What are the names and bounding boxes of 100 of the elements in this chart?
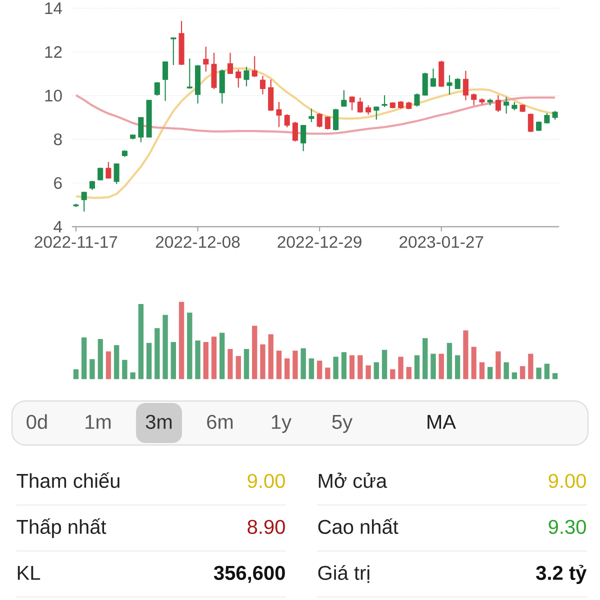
bar [195, 340, 200, 380]
bar [325, 368, 330, 380]
bar [236, 356, 241, 380]
bar [479, 362, 485, 380]
bar [162, 314, 168, 380]
bar [73, 369, 79, 380]
bar [406, 366, 412, 380]
candlestick [268, 78, 274, 112]
bar [90, 359, 95, 380]
bar [316, 360, 322, 380]
bar [276, 350, 282, 380]
text: 5y [332, 415, 353, 433]
text: 1m [86, 415, 111, 429]
bar [122, 360, 128, 380]
candlestick [414, 92, 420, 108]
bar [292, 350, 298, 380]
candlestick [236, 68, 242, 88]
bar [260, 344, 266, 380]
bar [244, 349, 250, 380]
bar [211, 336, 217, 380]
y-tick-label: 6 [54, 177, 62, 189]
bar [366, 365, 371, 380]
text: 9.30 [548, 520, 586, 534]
text: Thấp nhất [16, 518, 106, 538]
candlestick [382, 94, 388, 108]
bar [349, 355, 355, 380]
bar [138, 304, 144, 380]
bar [220, 332, 225, 380]
candlestick [81, 191, 87, 212]
bar [98, 338, 103, 380]
candlestick [446, 74, 452, 96]
bar [520, 366, 526, 380]
bar [341, 352, 347, 380]
bar [455, 355, 460, 380]
candlestick [316, 112, 322, 128]
bar [496, 351, 501, 380]
candlestick [495, 94, 501, 113]
text: 0d [26, 414, 47, 429]
bar [414, 355, 420, 380]
candlestick [98, 167, 104, 181]
candlestick [324, 116, 330, 130]
candlestick [284, 114, 290, 128]
y-tick-label: 4 [54, 220, 62, 232]
bar [300, 348, 306, 380]
candlestick [244, 66, 250, 87]
y-tick-label: 14 [45, 2, 62, 14]
bar [398, 356, 404, 380]
candlestick [276, 101, 282, 128]
bar [114, 345, 120, 380]
bar [203, 342, 208, 380]
text: MA [428, 415, 456, 429]
text: 1y [272, 415, 292, 433]
bar [333, 356, 338, 380]
candlestick [341, 90, 347, 108]
candlestick [211, 52, 217, 90]
text: 8.90 [248, 520, 285, 534]
candlestick [162, 60, 168, 102]
x-tick-label: 2022-11-17 [34, 236, 118, 248]
bar [430, 354, 436, 380]
bar [422, 338, 428, 380]
candlestick [252, 56, 258, 78]
bar [187, 312, 192, 380]
candlestick [471, 92, 477, 106]
candlestick [528, 113, 534, 133]
bar [284, 358, 290, 380]
candlestick [292, 121, 298, 142]
text: 3.2 tỷ [536, 564, 587, 584]
text: KL [18, 566, 40, 580]
candlestick [219, 68, 225, 104]
bar [446, 342, 452, 380]
bar [268, 334, 274, 380]
candlestick [366, 104, 372, 116]
y-tick-label: 10 [45, 90, 62, 102]
candlestick [203, 46, 209, 72]
bar [81, 337, 87, 380]
bar [536, 368, 542, 380]
bar [106, 351, 112, 380]
bar [390, 369, 396, 380]
candlestick [186, 58, 192, 90]
bar [487, 366, 493, 380]
candlestick [333, 108, 339, 132]
text: Tham chiếu [16, 472, 120, 488]
candlestick [154, 82, 160, 96]
candlestick [422, 72, 428, 96]
candlestick [504, 96, 510, 114]
text: 9.00 [548, 474, 586, 488]
candlestick [357, 97, 363, 114]
text: 9.00 [248, 474, 285, 488]
bar [512, 372, 518, 380]
candlestick [138, 116, 144, 143]
candlestick [300, 124, 306, 152]
bar [178, 302, 184, 380]
bar [382, 350, 388, 380]
candlestick [308, 108, 314, 123]
bar [154, 328, 160, 380]
x-tick-label: 2022-12-29 [278, 236, 362, 248]
bar [358, 355, 363, 380]
bar [374, 362, 380, 380]
x-tick-label: 2023-01-27 [400, 236, 484, 248]
text: Mở cửa [318, 472, 388, 488]
